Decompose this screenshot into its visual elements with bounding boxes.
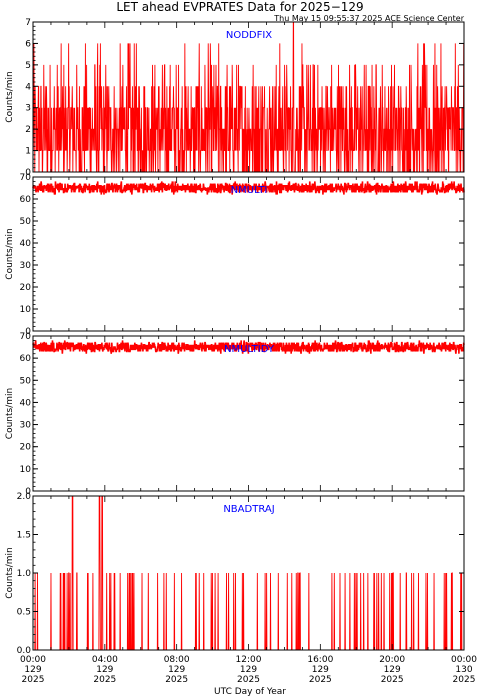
panel-label: NMULTIDY bbox=[224, 344, 275, 355]
chart-title: LET ahead EVPRATES Data for 2025−129 bbox=[116, 0, 363, 14]
x-tick-label: 129 bbox=[24, 665, 41, 675]
y-tick-label: 2.0 bbox=[17, 492, 32, 502]
y-tick-label: 1 bbox=[25, 147, 31, 157]
timestamp: Thu May 15 09:55:37 2025 ACE Science Cen… bbox=[273, 14, 464, 23]
x-tick-label: 129 bbox=[96, 665, 113, 675]
y-axis-label: Counts/min bbox=[5, 228, 15, 279]
panel-nmultidy: 0 10 20 30 40 50 60 70 Counts/min NMULTIDY bbox=[5, 332, 465, 497]
panel-nbadtraj: 0.0 0.5 1.0 1.5 2.0 Counts/min NBADTRAJ bbox=[5, 492, 465, 656]
x-tick-label: 00:00 bbox=[20, 655, 46, 665]
y-tick-label: 0 bbox=[25, 487, 31, 497]
y-tick-label: 20 bbox=[20, 443, 32, 453]
x-tick-label: 129 bbox=[384, 665, 401, 675]
panel-label: NBADTRAJ bbox=[223, 504, 274, 515]
y-tick-label: 70 bbox=[20, 173, 32, 183]
x-tick-label: 2025 bbox=[237, 675, 260, 685]
y-tick-label: 40 bbox=[20, 239, 32, 249]
x-tick-label: 12:00 bbox=[236, 655, 262, 665]
y-tick-label: 0.5 bbox=[17, 608, 31, 618]
y-tick-label: 50 bbox=[20, 376, 32, 386]
x-tick-label: 04:00 bbox=[92, 655, 118, 665]
y-tick-label: 6 bbox=[25, 39, 31, 49]
x-tick-label: 2025 bbox=[165, 675, 188, 685]
x-tick-label: 00:00 bbox=[451, 655, 477, 665]
x-tick-label: 129 bbox=[312, 665, 329, 675]
x-tick-label: 2025 bbox=[453, 675, 476, 685]
y-tick-label: 10 bbox=[20, 305, 32, 315]
panel-label: NODDFIX bbox=[226, 30, 272, 41]
x-tick-label: 16:00 bbox=[307, 655, 333, 665]
y-tick-label: 0 bbox=[25, 168, 31, 178]
y-tick-label: 10 bbox=[20, 465, 32, 475]
y-tick-label: 60 bbox=[20, 354, 32, 364]
y-tick-label: 0.0 bbox=[17, 646, 32, 656]
x-axis-label: UTC Day of Year bbox=[214, 687, 286, 697]
y-tick-label: 50 bbox=[20, 217, 32, 227]
y-tick-label: 60 bbox=[20, 195, 32, 205]
plot-frame bbox=[32, 495, 465, 651]
y-axis-label: Counts/min bbox=[5, 388, 15, 439]
y-tick-label: 1.5 bbox=[17, 531, 31, 541]
series-line-nbadtraj bbox=[33, 495, 464, 651]
panel-nmulti: 0 10 20 30 40 50 60 70 Counts/min NMULTI bbox=[5, 173, 465, 337]
x-tick-label: 129 bbox=[240, 665, 257, 675]
y-tick-label: 70 bbox=[20, 332, 32, 342]
series-line-nmultidy bbox=[32, 340, 465, 354]
y-tick-label: 20 bbox=[20, 283, 32, 293]
y-axis-label: Counts/min bbox=[5, 547, 15, 598]
x-tick-label: 08:00 bbox=[164, 655, 190, 665]
y-tick-label: 30 bbox=[20, 421, 32, 431]
plot-frame bbox=[32, 176, 465, 332]
y-tick-label: 5 bbox=[25, 61, 31, 71]
x-tick-label: 20:00 bbox=[379, 655, 405, 665]
y-axis-label: Counts/min bbox=[5, 71, 15, 122]
x-tick-label: 2025 bbox=[22, 675, 45, 685]
series-line-noddfix bbox=[32, 21, 465, 173]
x-tick-label: 130 bbox=[455, 665, 472, 675]
panel-label: NMULTI bbox=[231, 185, 268, 196]
x-tick-label: 2025 bbox=[93, 675, 116, 685]
series-line-nmulti bbox=[32, 181, 465, 195]
y-tick-label: 7 bbox=[25, 18, 31, 28]
panel-noddfix: 0 1 2 3 4 5 6 7 Counts/min NODDFIX bbox=[5, 18, 465, 178]
x-tick-label: 2025 bbox=[381, 675, 404, 685]
y-tick-label: 4 bbox=[25, 82, 31, 92]
x-tick-label: 2025 bbox=[309, 675, 332, 685]
y-tick-label: 2 bbox=[25, 125, 31, 135]
y-tick-label: 40 bbox=[20, 398, 32, 408]
x-tick-label: 129 bbox=[168, 665, 185, 675]
y-tick-label: 30 bbox=[20, 261, 32, 271]
y-tick-label: 1.0 bbox=[17, 569, 32, 579]
plot-frame bbox=[32, 335, 465, 492]
y-tick-label: 3 bbox=[25, 104, 31, 114]
x-tick-labels: 00:00129202504:00129202508:00129202512:0… bbox=[20, 655, 477, 685]
y-tick-label: 0 bbox=[25, 327, 31, 337]
